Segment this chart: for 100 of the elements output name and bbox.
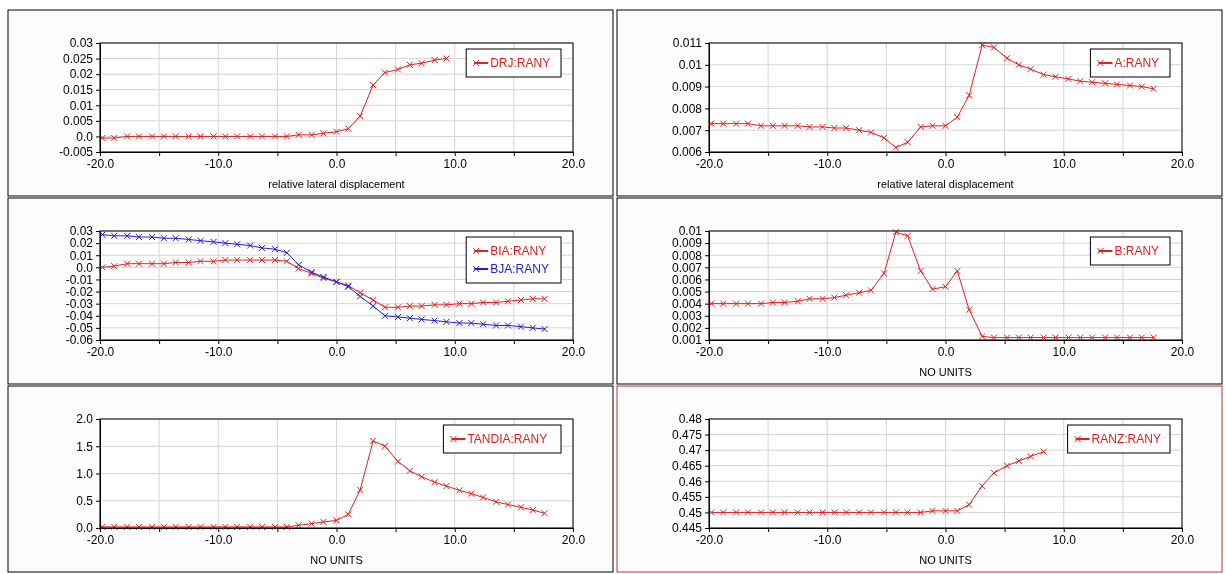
x-tick-label: 20.0 (1170, 344, 1195, 359)
point (369, 296, 377, 304)
point (221, 256, 229, 264)
point (185, 235, 193, 243)
point (319, 518, 327, 526)
point (917, 508, 925, 516)
point (1113, 334, 1121, 342)
point (172, 258, 180, 266)
point (442, 55, 450, 63)
point (541, 295, 549, 303)
point (880, 269, 888, 277)
point (830, 124, 838, 132)
point (757, 508, 765, 516)
x-tick-label: -10.0 (814, 344, 842, 359)
point (942, 507, 949, 515)
y-tick-label: 0.5 (76, 494, 94, 509)
point (769, 298, 777, 306)
point (1150, 85, 1158, 93)
point (806, 508, 814, 516)
point (504, 321, 512, 329)
legend-label: BJA:RANY (490, 262, 549, 276)
point (867, 128, 875, 136)
y-tick-label: 0.47 (678, 443, 703, 458)
point (1076, 334, 1084, 342)
point (904, 138, 912, 146)
y-tick-label: 0.01 (69, 248, 94, 263)
point (418, 473, 426, 481)
x-tick-label: 10.0 (443, 532, 468, 547)
point (394, 303, 402, 311)
point (953, 267, 961, 275)
x-tick-label: 10.0 (443, 156, 468, 171)
point (904, 232, 912, 240)
point (344, 510, 352, 518)
point (892, 144, 900, 152)
point (467, 490, 475, 498)
point (467, 319, 475, 327)
point (369, 302, 377, 310)
point (233, 256, 241, 264)
point (308, 520, 316, 528)
point (148, 132, 156, 140)
point (356, 486, 364, 494)
point (221, 239, 229, 247)
y-tick-label: -0.03 (65, 297, 94, 312)
y-tick-label: 0.003 (671, 309, 703, 324)
x-tick-label: 20.0 (561, 156, 586, 171)
point (381, 303, 389, 311)
point (283, 257, 291, 265)
point (418, 315, 426, 323)
point (1076, 77, 1084, 85)
point (233, 132, 241, 140)
x-tick-label: 20.0 (1170, 156, 1195, 171)
point (990, 469, 998, 477)
point (1040, 71, 1048, 79)
point (1015, 334, 1023, 342)
point (744, 300, 752, 308)
point (842, 124, 850, 132)
point (855, 289, 863, 297)
point (794, 508, 802, 516)
y-tick-label: -0.04 (65, 309, 94, 324)
x-axis-title: relative lateral displacement (268, 178, 405, 190)
point (928, 285, 936, 293)
point (1126, 334, 1134, 342)
y-tick-label: 0.009 (671, 79, 703, 94)
point (1126, 82, 1134, 90)
point (123, 260, 131, 268)
legend-label: DRJ:RANY (490, 56, 551, 70)
x-axis-title: NO UNITS (919, 554, 972, 566)
point (965, 501, 973, 509)
point (406, 467, 414, 475)
legend-label: A:RANY (1114, 56, 1160, 70)
x-tick-label: 10.0 (1052, 344, 1077, 359)
x-axis-title: relative lateral displacement (877, 178, 1014, 190)
point (123, 132, 131, 140)
point (830, 508, 838, 516)
point (942, 122, 949, 130)
y-tick-label: -0.05 (65, 321, 94, 336)
point (283, 132, 291, 140)
point (1064, 75, 1072, 83)
point (258, 132, 266, 140)
point (1003, 462, 1011, 470)
point (953, 507, 961, 515)
point (867, 508, 875, 516)
point (98, 134, 106, 142)
x-tick-label: 0.0 (328, 344, 346, 359)
point (794, 122, 802, 130)
y-tick-label: 0.455 (671, 490, 703, 505)
point (431, 56, 439, 64)
point (210, 132, 218, 140)
point (110, 232, 118, 240)
point (978, 482, 986, 490)
point (965, 306, 973, 314)
y-tick-label: 0.0 (76, 260, 94, 275)
point (442, 482, 450, 490)
point (892, 508, 900, 516)
point (880, 134, 888, 142)
point (794, 297, 802, 305)
point (757, 122, 765, 130)
point (1003, 334, 1011, 342)
point (1040, 448, 1048, 456)
point (172, 132, 180, 140)
